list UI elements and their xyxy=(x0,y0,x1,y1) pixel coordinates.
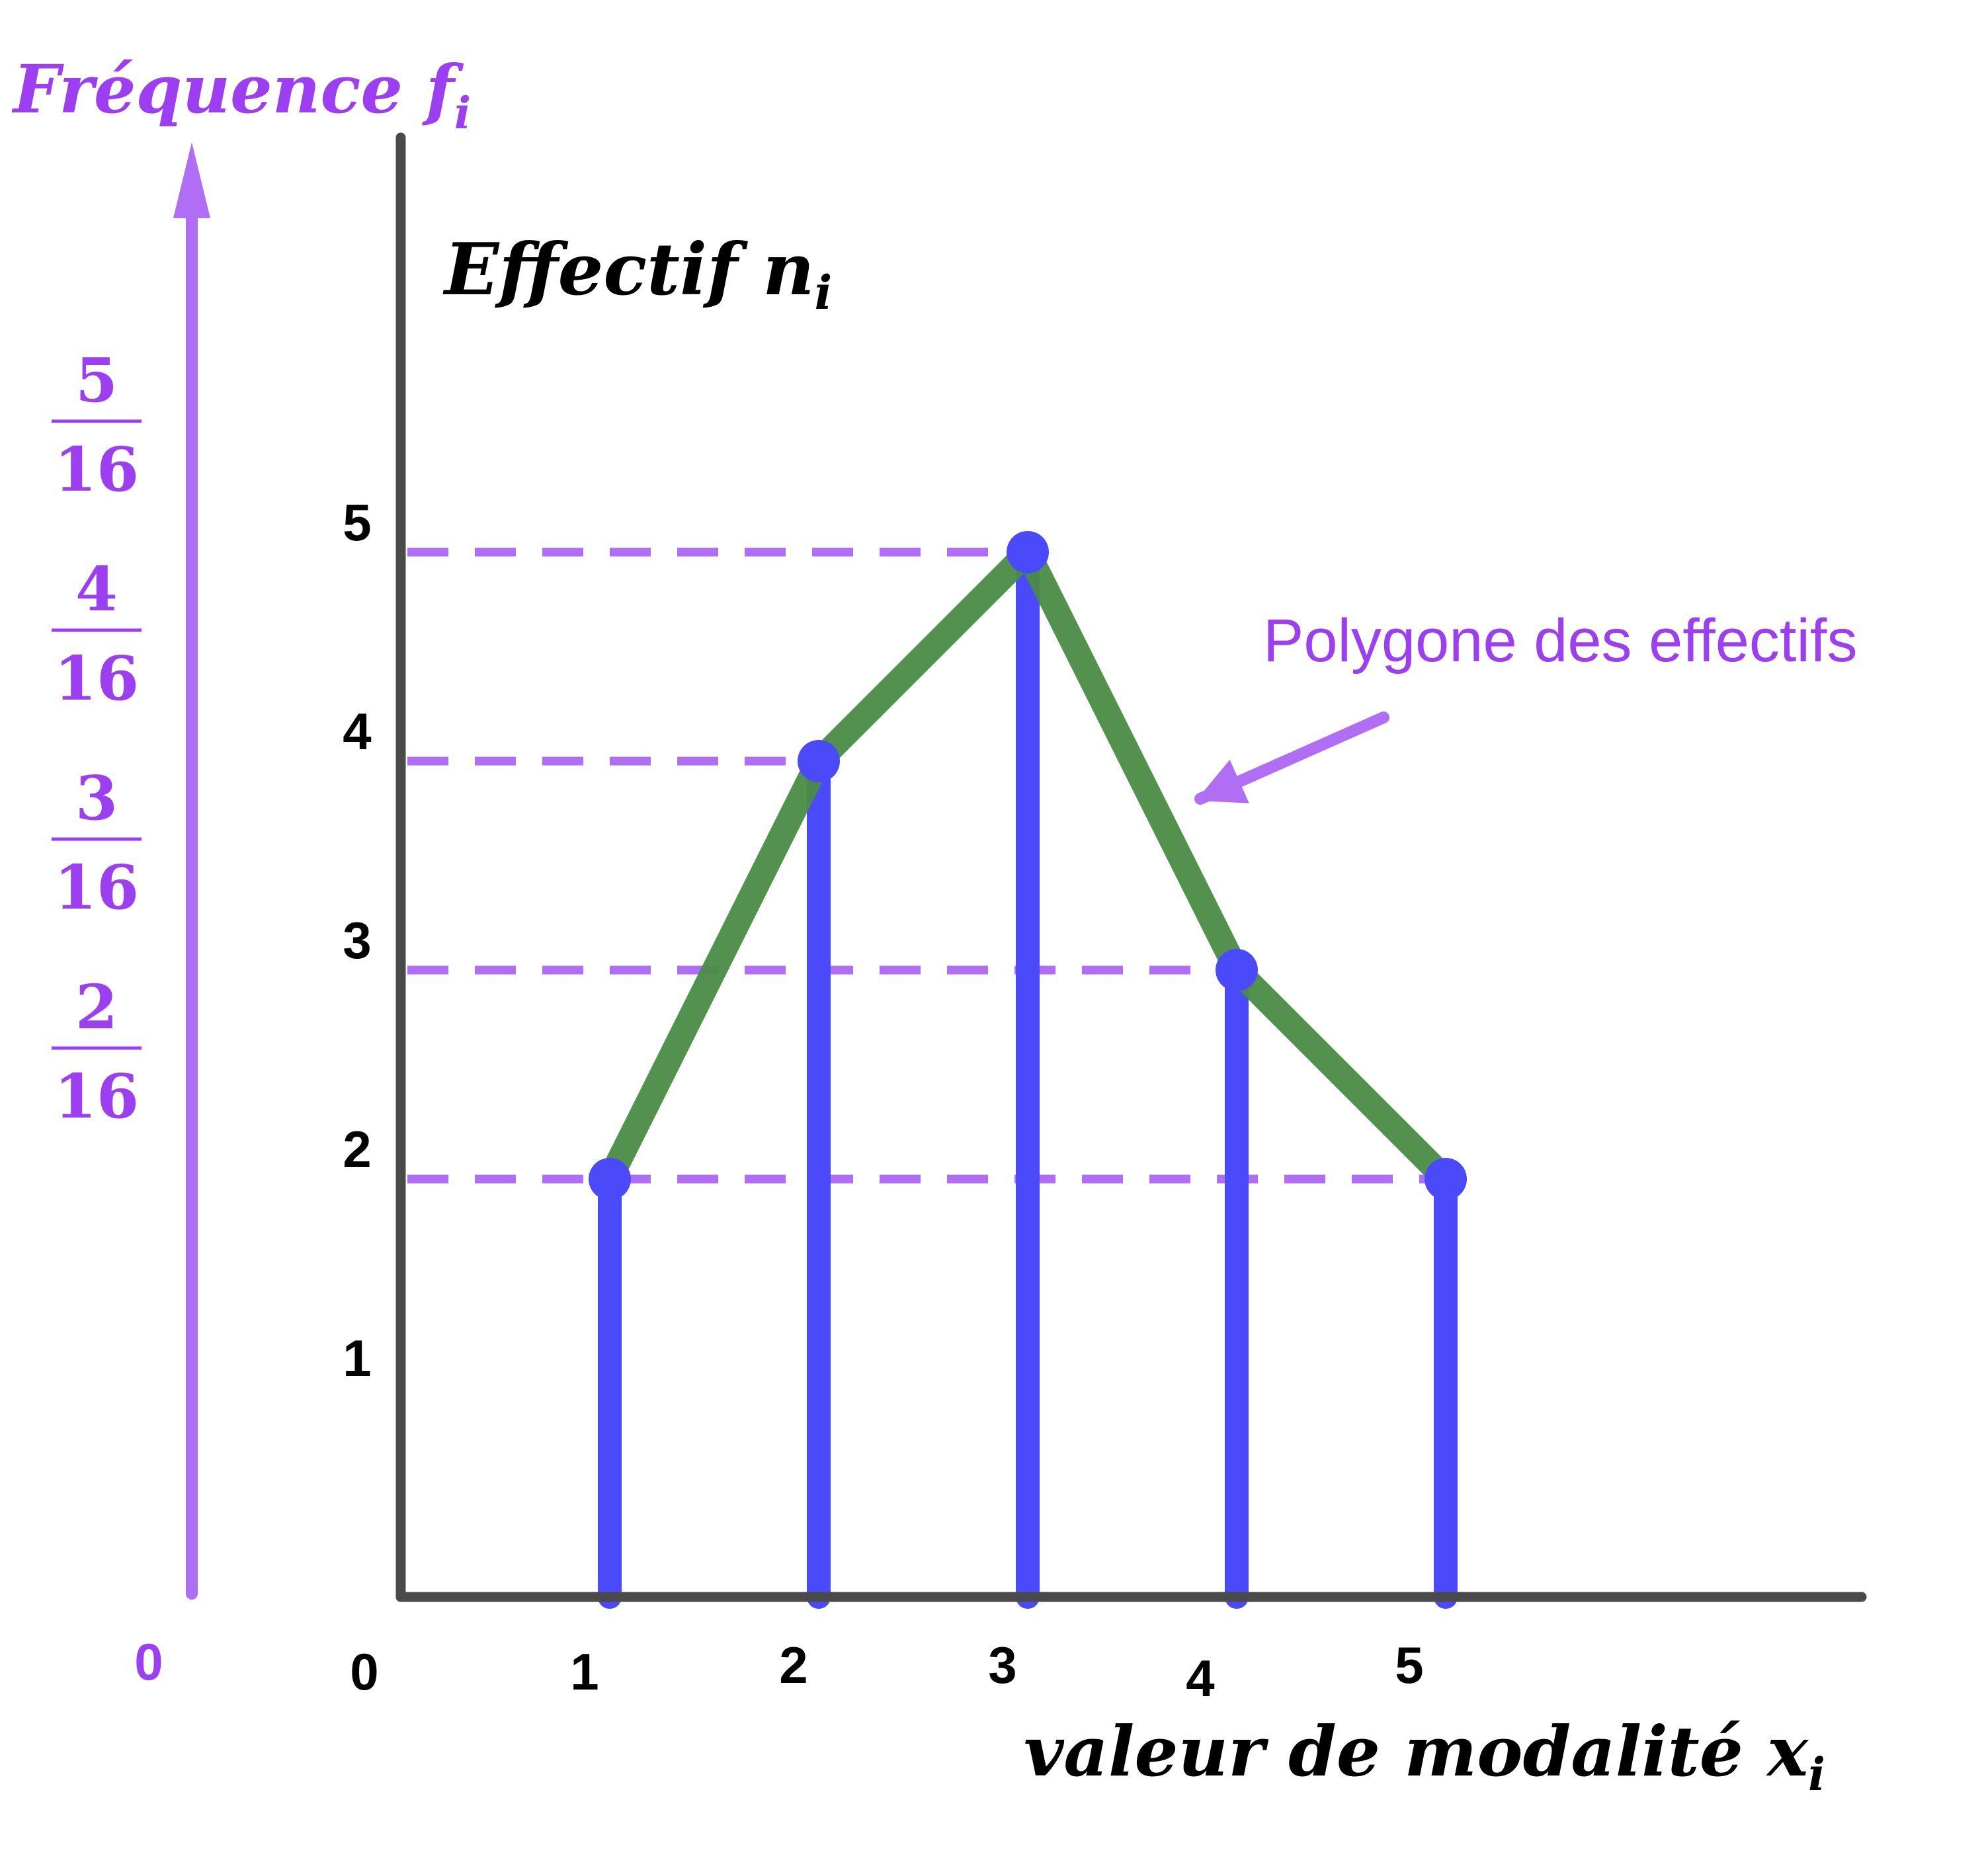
frequency-tick-denominator: 16 xyxy=(54,852,139,923)
data-point-3 xyxy=(1007,531,1049,573)
frequency-tick-numerator: 3 xyxy=(75,762,118,834)
frequency-tick-3-16: 316 xyxy=(52,762,142,923)
data-point-1 xyxy=(589,1158,631,1200)
y-tick-label-3: 3 xyxy=(343,911,371,969)
x-tick-label-4: 4 xyxy=(1186,1649,1214,1707)
y-axis-label: Effectif ni xyxy=(442,228,832,320)
x-tick-label-3: 3 xyxy=(988,1636,1016,1694)
x-axis-label: valeur de modalité xi xyxy=(1024,1711,1825,1801)
data-point-2 xyxy=(798,740,840,782)
frequency-axis-arrowhead xyxy=(173,142,210,218)
frequency-tick-denominator: 16 xyxy=(54,643,139,714)
frequency-tick-numerator: 5 xyxy=(75,345,118,416)
frequency-tick-2-16: 216 xyxy=(52,971,142,1132)
frequency-tick-5-16: 516 xyxy=(52,345,142,505)
frequency-tick-numerator: 2 xyxy=(75,971,118,1043)
y-tick-label-4: 4 xyxy=(343,702,371,760)
y-tick-label-2: 2 xyxy=(343,1120,371,1178)
y-tick-label-1: 1 xyxy=(343,1329,371,1387)
frequency-axis-label: Fréquence fi xyxy=(11,50,471,139)
frequency-tick-denominator: 16 xyxy=(54,1061,139,1132)
data-point-4 xyxy=(1216,949,1258,991)
frequency-tick-4-16: 416 xyxy=(52,553,142,714)
x-tick-label-1: 1 xyxy=(570,1643,599,1701)
x-tick-label-2: 2 xyxy=(779,1636,807,1694)
polygon-annotation-arrow xyxy=(1194,712,1389,805)
data-point-5 xyxy=(1425,1158,1467,1200)
polygon-annotation-label: Polygone des effectifs xyxy=(1263,607,1857,674)
frequency-tick-denominator: 16 xyxy=(54,434,139,505)
x-tick-label-0: 0 xyxy=(350,1643,378,1701)
frequency-tick-numerator: 4 xyxy=(75,553,118,625)
x-tick-label-5: 5 xyxy=(1395,1636,1423,1694)
frequency-zero-label: 0 xyxy=(134,1633,163,1691)
y-tick-label-5: 5 xyxy=(343,493,371,551)
